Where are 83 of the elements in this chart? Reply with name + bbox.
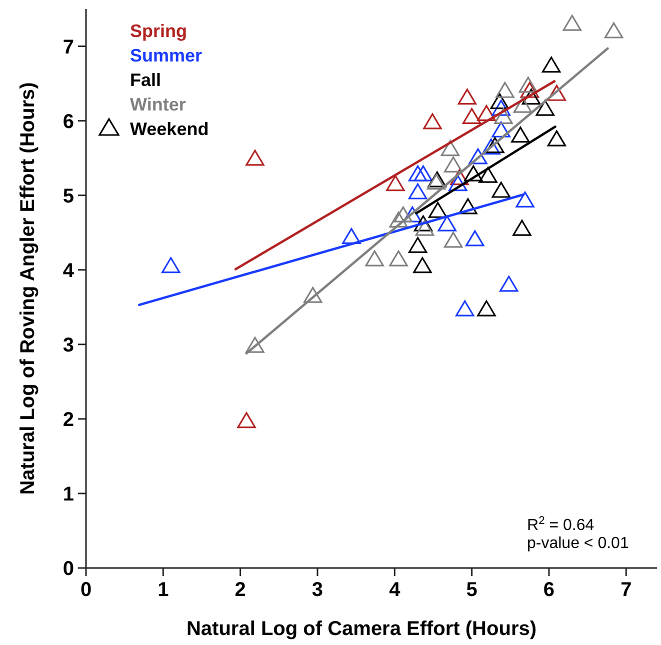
x-tick-label: 4: [389, 579, 402, 601]
text: Winter: [130, 94, 186, 114]
point: [423, 113, 442, 130]
point: [438, 215, 456, 232]
y-tick-label: 7: [62, 36, 74, 58]
point: [520, 82, 540, 98]
point: [547, 130, 566, 146]
point: [440, 140, 460, 156]
point: [518, 76, 538, 93]
x-tick-label: 5: [466, 579, 478, 601]
point: [408, 165, 428, 182]
point: [490, 93, 509, 110]
point: [522, 88, 541, 105]
point: [477, 300, 496, 316]
y-tick-label: 5: [62, 185, 74, 208]
point: [604, 22, 624, 38]
point: [542, 56, 561, 73]
point: [468, 148, 488, 164]
point: [513, 96, 532, 113]
point: [511, 126, 530, 143]
point: [413, 257, 432, 274]
annotation: p-value < 0.01: [527, 535, 629, 552]
x-tick-label: 6: [543, 579, 555, 601]
text: Summer: [130, 46, 202, 66]
point: [162, 257, 180, 274]
point: [547, 84, 566, 101]
point: [414, 165, 433, 182]
x-tick-label: 0: [80, 579, 92, 601]
point: [477, 105, 496, 122]
point: [496, 82, 514, 98]
annotation: R$^{2}$ = 0.64: [527, 515, 594, 534]
point: [478, 166, 498, 183]
point: [428, 202, 448, 218]
y-axis-title: Natural Log of Roving Angler Effort (Hours): [17, 82, 39, 495]
point: [414, 215, 433, 232]
y-tick-label: 6: [62, 110, 74, 133]
point: [466, 230, 484, 246]
point: [408, 236, 428, 253]
point: [562, 14, 582, 31]
point: [365, 250, 384, 266]
legend-title: Weekend: [130, 119, 209, 139]
point: [458, 88, 477, 105]
y-tick-label: 0: [62, 558, 74, 580]
y-tick-label: 1: [62, 483, 74, 506]
point: [386, 175, 405, 192]
point: [458, 198, 478, 214]
point: [500, 276, 518, 292]
x-tick-label: 3: [312, 579, 324, 601]
y-tick-label: 3: [62, 334, 74, 356]
text: Fall: [130, 70, 162, 90]
point: [516, 191, 534, 208]
point: [512, 220, 532, 236]
point: [444, 232, 463, 248]
point: [450, 169, 469, 186]
text: Spring: [130, 21, 187, 41]
point: [389, 212, 408, 228]
point: [462, 108, 482, 124]
point: [237, 412, 256, 428]
point: [342, 228, 361, 244]
x-tick-label: 7: [620, 579, 632, 601]
point: [408, 183, 428, 200]
x-axis-title: Natural Log of Camera Effort (Hours): [186, 618, 537, 640]
point: [536, 100, 554, 116]
point: [394, 206, 412, 222]
x-tick-label: 2: [234, 579, 246, 601]
point: [494, 108, 513, 124]
point: [246, 336, 264, 353]
point: [456, 300, 474, 316]
point: [448, 175, 468, 192]
point: [492, 121, 510, 138]
point: [492, 182, 510, 198]
x-tick-label: 1: [158, 579, 169, 601]
y-tick-label: 2: [62, 408, 74, 431]
point: [444, 156, 463, 172]
y-tick-label: 4: [62, 260, 75, 282]
point: [482, 138, 500, 155]
point: [389, 250, 408, 266]
point: [415, 220, 434, 236]
point: [246, 150, 264, 166]
point: [492, 100, 510, 116]
point: [464, 165, 483, 182]
point: [486, 137, 504, 154]
point: [304, 286, 322, 303]
